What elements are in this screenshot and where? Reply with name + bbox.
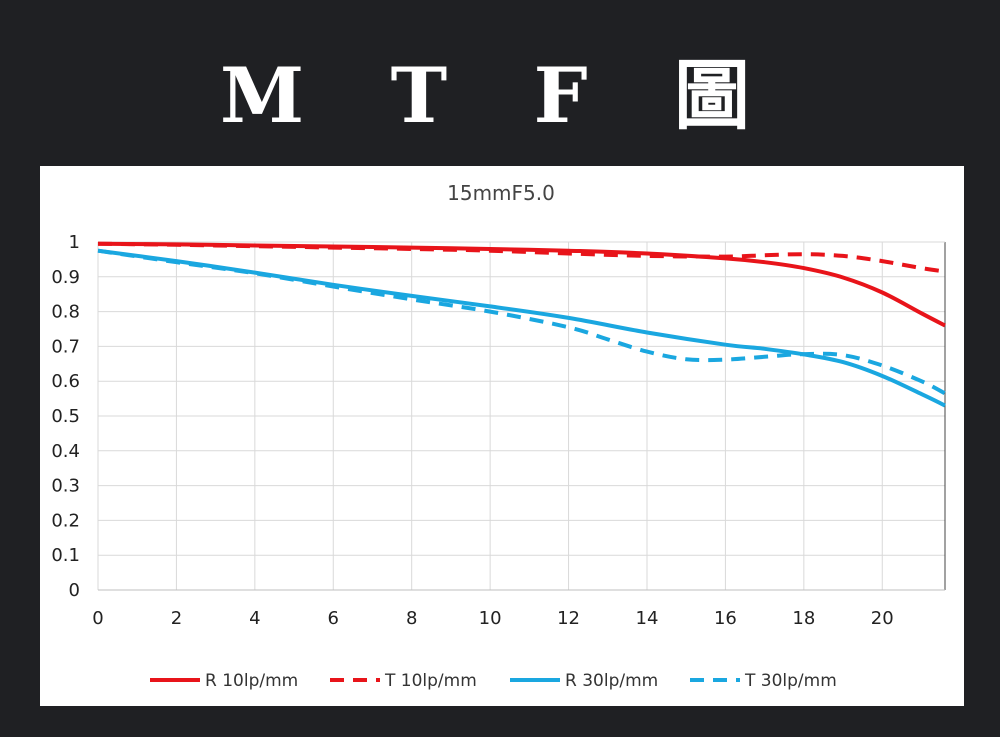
legend: R 10lp/mm T 10lp/mm R 30lp/mm T 30lp/mm [150,671,837,691]
series-line-2 [97,241,946,274]
x-tick-label: 16 [714,608,737,629]
y-tick-label: 0.6 [51,371,80,392]
x-tick-label: 12 [557,608,580,629]
y-tick-label: 0.1 [51,545,80,566]
x-tick-label: 14 [636,608,659,629]
x-tick-label: 2 [171,608,182,629]
axis-layer: 00.10.20.30.40.50.60.70.80.910 2 4 6 8 10 12 14… [51,232,946,629]
x-tick-label: 4 [249,608,260,629]
chart-title: 15mmF5.0 [447,181,555,205]
y-tick-label: 0.2 [51,510,80,531]
y-tick-label: 0.4 [51,441,80,462]
mtf-chart: 15mmF5.0 00.10.20.30.40.50.60.70.80.910 2… [51,181,946,691]
legend-label-4: T 30lp/mm [744,671,837,691]
page-heading: M T F 圖 [219,51,780,140]
y-tick-label: 0.5 [51,406,80,427]
x-tick-label: 0 [92,608,103,629]
series-line-3 [97,248,946,408]
x-tick-label: 8 [406,608,417,629]
legend-label-3: R 30lp/mm [565,671,658,691]
x-tick-label: 6 [328,608,339,629]
y-tick-label: 1 [69,232,80,253]
grid-layer [97,241,945,591]
legend-label-2: T 10lp/mm [384,671,477,691]
x-tick-label: 20 [871,608,894,629]
legend-label-1: R 10lp/mm [205,671,298,691]
x-tick-label: 18 [792,608,815,629]
series-line-4 [97,248,946,396]
x-tick-label: 10 [479,608,502,629]
y-tick-label: 0.7 [51,336,80,357]
y-tick-label: 0.3 [51,476,80,497]
y-tick-label: 0.8 [51,302,80,323]
y-tick-label: 0 [69,580,80,601]
series-layer [97,241,946,408]
y-tick-label: 0.9 [51,267,80,288]
chart-panel: 15mmF5.0 0 0.1 0.2 0.3 0.4 0.5 0.6 0.7 0.8 0.9 1 0 2… [40,166,964,706]
